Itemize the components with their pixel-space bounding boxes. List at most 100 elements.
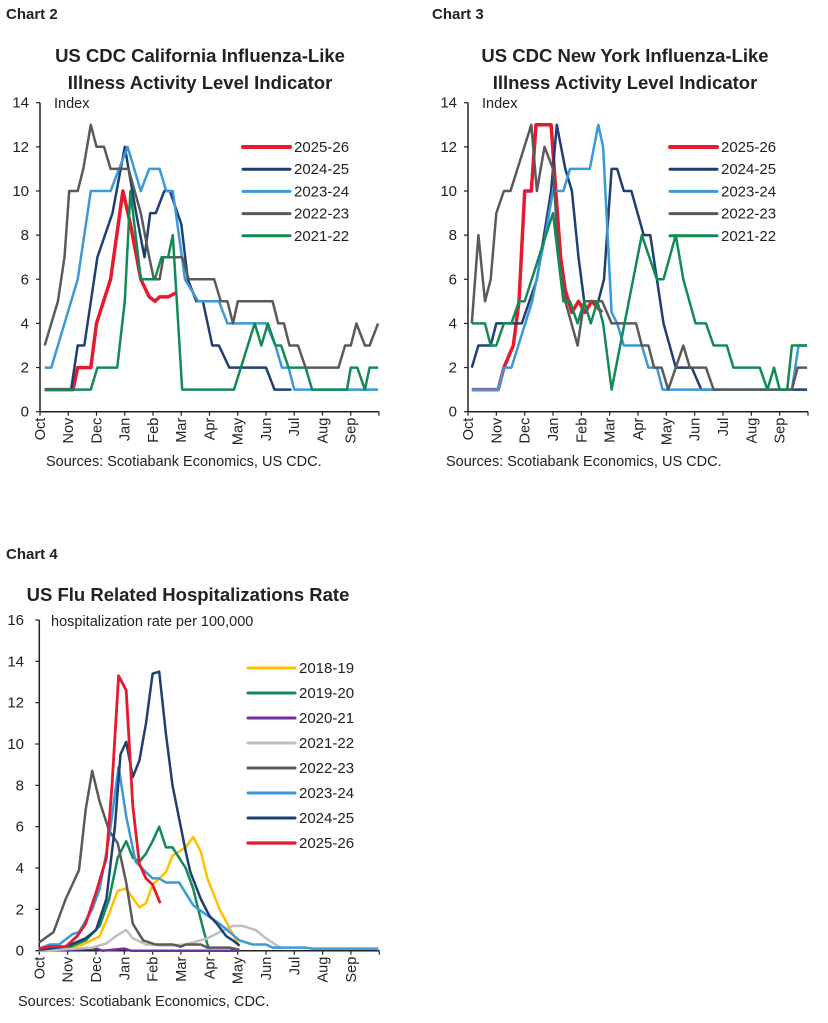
- chart-3-legend-label: 2022-23: [721, 206, 776, 223]
- chart-3-title-line-1: US CDC New York Influenza-Like: [481, 45, 769, 66]
- chart-3-legend-label: 2024-25: [721, 161, 776, 178]
- chart-2-y-tick-label: 12: [12, 139, 29, 156]
- chart-2-title: US CDC California Influenza-Like Illness…: [20, 42, 380, 96]
- chart-3-series-2022-23: [470, 123, 808, 391]
- chart-3-x-tick-label: May: [659, 417, 675, 445]
- chart-2-series-2024-25: [44, 145, 292, 391]
- chart-3-y-tick-label: 10: [440, 183, 457, 200]
- chart-2-title-line-2: Illness Activity Level Indicator: [67, 72, 333, 93]
- chart-4-x-tick-label: Mar: [174, 957, 190, 982]
- chart-4-x-tick-label: Sep: [344, 957, 360, 983]
- chart-4-x-tick-label: Oct: [32, 957, 48, 980]
- chart-3-x-tick-label: Nov: [489, 417, 505, 444]
- chart-3-y-tick-label: 2: [449, 360, 457, 377]
- chart-4-legend-label: 2023-24: [299, 785, 354, 802]
- chart-3-x-tick-label: Sep: [773, 418, 789, 444]
- chart-3-label: Chart 3: [432, 6, 484, 23]
- chart-2-label: Chart 2: [6, 6, 58, 23]
- chart-3-y-tick-label: 0: [449, 404, 457, 421]
- chart-3-x-tick-label: Mar: [603, 418, 619, 443]
- chart-3-y-tick-label: 4: [449, 315, 457, 332]
- chart-3-legend-label: 2021-22: [721, 228, 776, 245]
- chart-2-y-axis-label: Index: [54, 96, 90, 112]
- chart-2-x-tick-label: Oct: [33, 418, 49, 441]
- chart-3-y-tick-label: 6: [449, 271, 457, 288]
- chart-2-series-2022-23: [43, 123, 380, 369]
- chart-2-x-tick-label: Dec: [90, 418, 106, 444]
- chart-4-series-2024-25: [39, 670, 241, 951]
- chart-2-y-tick-label: 14: [12, 95, 29, 112]
- chart-2-title-line-1: US CDC California Influenza-Like: [55, 45, 345, 66]
- chart-4-series-2022-23: [38, 769, 240, 951]
- chart-4-series-2025-26: [39, 674, 162, 950]
- chart-3-x-tick-label: Aug: [744, 418, 760, 444]
- chart-4-legend-label: 2018-19: [299, 660, 354, 677]
- chart-4-x-tick-label: May: [231, 956, 247, 984]
- chart-2-source: Sources: Scotiabank Economics, US CDC.: [46, 454, 322, 470]
- chart-2-x-tick-label: Feb: [146, 418, 162, 443]
- chart-3-series-2023-24: [471, 123, 808, 391]
- chart-4-legend-label: 2024-25: [299, 810, 354, 827]
- chart-4-y-axis-label: hospitalization rate per 100,000: [51, 614, 253, 630]
- chart-4-y-tick-label: 12: [7, 695, 24, 712]
- chart-2-x-tick-label: May: [231, 417, 247, 445]
- chart-3-y-tick-label: 12: [440, 139, 457, 156]
- chart-4-source: Sources: Scotiabank Economics, CDC.: [18, 994, 270, 1010]
- chart-2-x-tick-label: Jul: [287, 418, 303, 437]
- chart-2-series-2023-24: [44, 145, 379, 391]
- chart-2-y-tick-label: 6: [21, 271, 29, 288]
- chart-2-x-tick-label: Nov: [61, 417, 77, 444]
- chart-4-x-tick-label: Nov: [61, 956, 77, 983]
- chart-2-y-tick-label: 10: [12, 183, 29, 200]
- chart-4-legend-label: 2019-20: [299, 685, 354, 702]
- chart-2-y-tick-label: 8: [21, 227, 29, 244]
- chart-3-title: US CDC New York Influenza-Like Illness A…: [440, 42, 810, 96]
- chart-2-series-2021-22: [44, 189, 379, 391]
- chart-4-y-tick-label: 8: [16, 777, 24, 794]
- chart-2-x-tick-label: Jun: [259, 418, 275, 441]
- chart-4-y-tick-label: 6: [16, 819, 24, 836]
- chart-4-y-tick-label: 4: [16, 860, 24, 877]
- chart-3-series-2021-22: [471, 211, 808, 391]
- chart-4-y-tick-label: 16: [7, 612, 24, 629]
- chart-4-legend-label: 2021-22: [299, 735, 354, 752]
- chart-2-x-tick-label: Mar: [174, 418, 190, 443]
- chart-4-x-tick-label: Aug: [316, 957, 332, 983]
- chart-3-y-tick-label: 14: [440, 95, 457, 112]
- chart-2-x-tick-label: Sep: [344, 418, 360, 444]
- chart-2-series-2025-26: [44, 189, 178, 392]
- chart-4-x-tick-label: Apr: [202, 957, 218, 980]
- chart-3-y-tick-label: 8: [449, 227, 457, 244]
- chart-3-legend-label: 2025-26: [721, 139, 776, 156]
- chart-4-title: US Flu Related Hospitalizations Rate: [0, 581, 376, 608]
- chart-4-x-tick-label: Feb: [146, 957, 162, 982]
- chart-2-y-tick-label: 4: [21, 315, 29, 332]
- chart-3-x-tick-label: Jun: [688, 418, 704, 441]
- chart-2-y-tick-label: 0: [21, 404, 29, 421]
- chart-2-legend-label: 2022-23: [294, 206, 349, 223]
- chart-4-title-line-1: US Flu Related Hospitalizations Rate: [26, 584, 350, 605]
- chart-4-series-2019-20: [39, 825, 211, 952]
- chart-3-series-2025-26: [471, 123, 604, 392]
- chart-2-legend-label: 2023-24: [294, 183, 349, 200]
- chart-2-legend-label: 2021-22: [294, 228, 349, 245]
- chart-3-legend-label: 2023-24: [721, 183, 776, 200]
- chart-4-y-tick-label: 0: [16, 943, 24, 960]
- chart-4-legend-label: 2022-23: [299, 760, 354, 777]
- chart-4-x-tick-label: Jun: [259, 957, 275, 980]
- chart-2-x-tick-label: Aug: [316, 418, 332, 444]
- chart-3-title-line-2: Illness Activity Level Indicator: [492, 72, 758, 93]
- chart-3-x-tick-label: Oct: [461, 418, 477, 441]
- chart-4-legend-label: 2025-26: [299, 835, 354, 852]
- chart-4-x-tick-label: Dec: [89, 957, 105, 983]
- chart-2-legend-label: 2024-25: [294, 161, 349, 178]
- chart-4-y-tick-label: 2: [16, 901, 24, 918]
- chart-4-legend-label: 2020-21: [299, 710, 354, 727]
- chart-2-legend-label: 2025-26: [294, 139, 349, 156]
- chart-3-y-axis-label: Index: [482, 96, 518, 112]
- chart-4-x-tick-label: Jan: [117, 957, 133, 980]
- chart-2-y-tick-label: 2: [21, 360, 29, 377]
- chart-3-x-tick-label: Jul: [716, 418, 732, 437]
